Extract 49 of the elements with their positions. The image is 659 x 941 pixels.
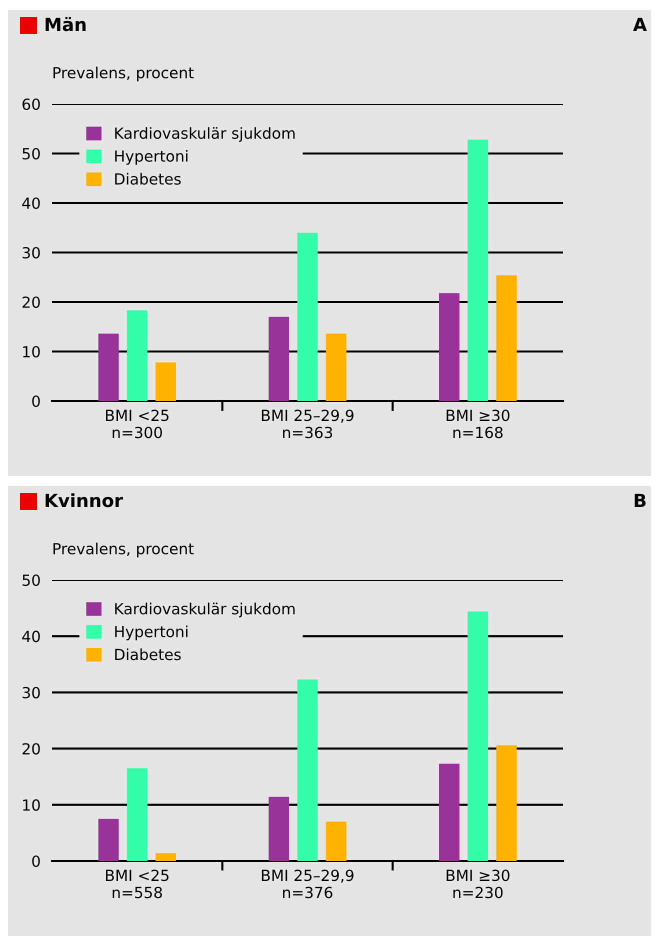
bar <box>297 679 318 861</box>
text: A <box>633 18 647 31</box>
y-tick-label: 30 <box>22 246 40 259</box>
x-tick-label: BMI <25 n=300 <box>106 410 168 438</box>
bar <box>297 232 318 401</box>
bar <box>438 293 460 401</box>
bar <box>468 611 488 861</box>
text: B <box>634 494 646 507</box>
x-tick-label: BMI ≥30 n=230 <box>446 870 510 898</box>
bar <box>156 853 176 861</box>
bar <box>126 310 148 401</box>
bar <box>496 275 517 401</box>
bar <box>268 796 290 861</box>
bar <box>496 745 517 861</box>
legend-label: Hypertoni <box>115 150 188 165</box>
x-tick-label: BMI 25–29,9 n=376 <box>262 870 354 898</box>
y-tick-label: 0 <box>32 395 40 408</box>
bar <box>98 334 119 401</box>
y-tick-label: 10 <box>23 799 40 811</box>
chart-title: Män <box>46 17 86 32</box>
legend-label: Diabetes <box>115 648 181 660</box>
y-tick-label: 50 <box>22 574 40 586</box>
y-tick-label: 10 <box>23 346 40 358</box>
bar <box>326 822 346 861</box>
x-tick-label: BMI 25–29,9 n=363 <box>262 410 354 438</box>
y-tick-label: 0 <box>32 855 40 868</box>
bar <box>156 362 176 401</box>
bar <box>438 764 460 861</box>
x-tick-label: BMI <25 n=558 <box>106 870 168 898</box>
y-axis-title: Prevalens, procent <box>54 542 194 558</box>
bar <box>326 334 346 401</box>
y-tick-label: 40 <box>22 197 40 210</box>
x-tick-label: BMI ≥30 n=168 <box>446 410 510 438</box>
y-tick-label: 40 <box>22 630 40 642</box>
y-tick-label: 20 <box>22 296 40 308</box>
y-axis-title: Prevalens, procent <box>54 66 194 82</box>
y-tick-label: 50 <box>22 148 40 160</box>
chart-title: Kvinnor <box>46 493 123 508</box>
y-tick-label: 30 <box>22 686 40 698</box>
bar <box>468 140 488 401</box>
y-tick-label: 20 <box>22 743 40 755</box>
bar <box>268 316 290 401</box>
bar <box>126 768 148 861</box>
legend-label: Kardiovaskulär sjukdom <box>115 602 295 618</box>
y-tick-label: 60 <box>22 98 40 110</box>
legend-label: Diabetes <box>115 172 181 185</box>
legend-label: Kardiovaskulär sjukdom <box>115 127 295 142</box>
bar <box>98 818 119 861</box>
legend-label: Hypertoni <box>115 626 188 640</box>
